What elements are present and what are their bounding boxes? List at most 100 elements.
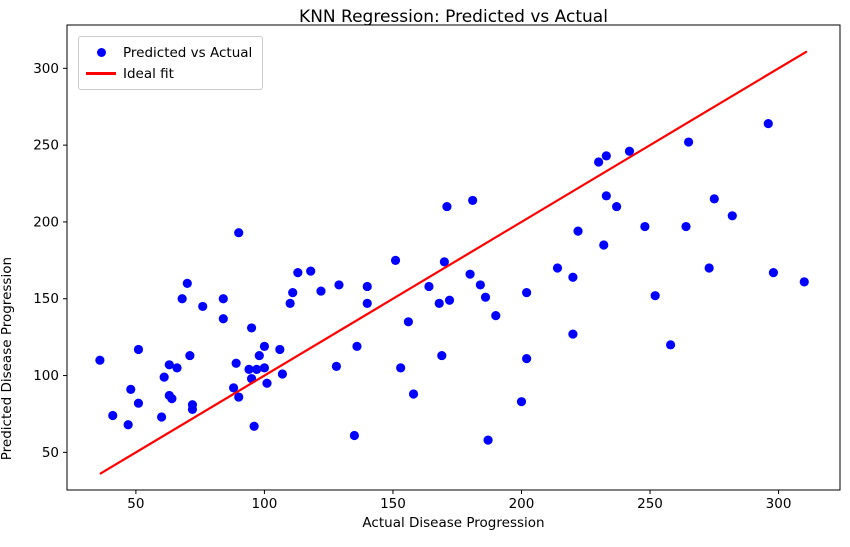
scatter-point [709,194,719,204]
legend-item-predicted-vs-actual: Predicted vs Actual [86,42,252,63]
scatter-point [259,363,270,373]
legend-scatter-swatch [86,48,116,57]
scatter-point [601,151,611,161]
scatter-point [262,378,272,388]
scatter-point [612,201,622,212]
scatter-point [331,361,342,371]
scatter-point [231,358,241,368]
scatter-point [157,412,167,422]
scatter-point [182,278,192,288]
scatter-point [408,389,419,399]
scatter-point [133,398,144,408]
scatter-point [390,255,401,265]
scatter-point [185,350,195,361]
scatter-point [683,137,694,147]
x-tick-label: 300 [766,496,792,512]
x-axis-label: Actual Disease Progression [362,515,545,531]
x-tick-label: 200 [509,496,535,512]
scatter-point [285,298,295,308]
scatter-point [218,294,228,304]
scatter-point [349,430,360,441]
scatter-point [475,280,485,290]
scatter-point [424,281,434,292]
scatter-point [277,369,288,379]
scatter-point [665,340,676,350]
scatter-point [172,363,182,373]
legend: Predicted vs Actual Ideal fit [78,36,264,90]
scatter-point [491,311,501,321]
scatter-point [483,435,493,445]
scatter-point [164,360,174,370]
scatter-point [159,372,169,382]
scatter-point [126,384,136,394]
scatter-point [244,364,254,375]
y-tick-label: 100 [33,368,59,384]
scatter-dot-icon [96,48,106,57]
scatter-point [252,364,262,375]
scatter-point [288,288,298,298]
scatter-point [442,201,452,212]
scatter-point [439,257,449,267]
scatter-point [599,240,609,250]
scatter-point [480,292,491,302]
scatter-point [799,277,809,287]
scatter-point [177,294,187,304]
scatter-point [681,221,691,232]
scatter-point [275,344,285,355]
scatter-point [228,383,239,393]
scatter-point [568,272,578,282]
scatter-point [552,263,563,273]
scatter-point [133,344,144,355]
scatter-point [362,298,372,308]
legend-item-ideal-fit: Ideal fit [86,63,252,84]
scatter-point [259,341,270,351]
axes-spines [66,24,841,491]
scatter-point [444,295,455,305]
scatter-point [768,268,779,278]
legend-label-ideal-fit: Ideal fit [123,65,174,82]
scatter-point [465,269,475,279]
scatter-point [573,226,583,236]
scatter-point [522,354,532,364]
scatter-point [218,314,228,324]
scatter-point [437,350,447,361]
scatter-point [293,268,303,278]
scatter-point [727,211,737,221]
scatter-point [601,191,611,201]
scatter-point [123,420,133,430]
scatter-point [650,291,660,301]
scatter-point [704,263,714,273]
scatter-point [254,350,264,361]
scatter-point [187,404,198,414]
y-tick-label: 50 [42,445,59,461]
scatter-point [95,355,105,365]
line-sample-icon [86,72,116,75]
scatter-point [249,421,259,431]
x-tick-label: 100 [252,496,278,512]
legend-line-swatch [86,72,116,75]
y-tick-label: 300 [33,61,59,77]
scatter-point [334,280,344,290]
x-tick-label: 50 [127,496,144,512]
legend-label-predicted-vs-actual: Predicted vs Actual [123,44,253,61]
scatter-point [246,323,257,333]
scatter-point [516,397,527,407]
x-tick-label: 150 [380,496,406,512]
scatter-point [624,146,635,156]
scatter-point [108,410,118,421]
scatter-point [396,363,406,373]
y-axis-label-text: Predicted Disease Progression [0,256,15,461]
scatter-point [434,298,444,308]
x-tick-label: 250 [637,496,663,512]
scatter-point [403,317,413,327]
scatter-point [594,157,604,167]
scatter-point [763,119,773,129]
y-tick-label: 250 [33,138,59,154]
chart-title: KNN Regression: Predicted vs Actual [299,7,608,27]
y-tick-label: 200 [33,214,59,230]
scatter-point [352,341,362,351]
scatter-point [568,329,578,339]
scatter-point [234,228,244,238]
scatter-point [640,221,650,232]
